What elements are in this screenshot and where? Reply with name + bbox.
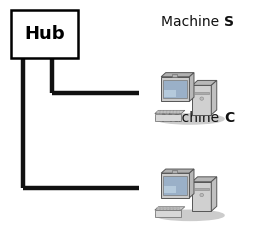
Polygon shape — [177, 209, 180, 210]
Polygon shape — [177, 208, 180, 209]
Polygon shape — [163, 208, 167, 209]
Bar — [163, 176, 187, 195]
Polygon shape — [167, 209, 170, 210]
Bar — [194, 92, 209, 94]
Polygon shape — [160, 207, 163, 208]
Polygon shape — [192, 80, 217, 85]
Polygon shape — [161, 73, 194, 77]
Polygon shape — [167, 208, 170, 209]
Bar — [155, 210, 181, 217]
Polygon shape — [189, 73, 194, 101]
Bar — [164, 186, 176, 194]
Bar — [194, 188, 209, 190]
Polygon shape — [157, 209, 160, 210]
Polygon shape — [157, 208, 160, 209]
Polygon shape — [167, 207, 170, 208]
Text: C: C — [224, 111, 234, 125]
Circle shape — [200, 193, 203, 197]
Polygon shape — [163, 209, 167, 210]
Bar — [155, 114, 181, 121]
Polygon shape — [170, 207, 173, 208]
Polygon shape — [211, 80, 217, 115]
Polygon shape — [160, 111, 163, 112]
Ellipse shape — [156, 114, 224, 124]
Polygon shape — [161, 169, 194, 173]
Bar — [11, 10, 78, 58]
Bar — [173, 74, 177, 77]
Polygon shape — [170, 111, 173, 112]
Bar — [161, 173, 189, 198]
Polygon shape — [173, 207, 177, 208]
Polygon shape — [170, 208, 173, 209]
Polygon shape — [173, 209, 177, 210]
Text: Machine: Machine — [161, 111, 223, 125]
Polygon shape — [170, 209, 173, 210]
Polygon shape — [189, 169, 194, 198]
Polygon shape — [157, 207, 160, 208]
Polygon shape — [160, 209, 163, 210]
Bar — [173, 170, 177, 173]
Circle shape — [200, 97, 203, 100]
Polygon shape — [157, 111, 160, 112]
Bar — [163, 80, 187, 98]
Polygon shape — [177, 207, 180, 208]
Polygon shape — [163, 111, 167, 112]
Text: S: S — [224, 15, 234, 29]
Polygon shape — [155, 207, 185, 210]
Text: Hub: Hub — [24, 25, 65, 43]
Polygon shape — [160, 208, 163, 209]
Bar — [192, 182, 211, 211]
Polygon shape — [211, 177, 217, 211]
Polygon shape — [155, 110, 185, 114]
Bar — [164, 90, 176, 97]
Polygon shape — [177, 111, 180, 112]
Polygon shape — [163, 207, 167, 208]
Polygon shape — [167, 111, 170, 112]
Ellipse shape — [156, 210, 224, 221]
Polygon shape — [173, 208, 177, 209]
Polygon shape — [192, 177, 217, 182]
Bar — [161, 77, 189, 101]
Text: Machine: Machine — [161, 15, 223, 29]
Polygon shape — [173, 111, 177, 112]
Bar — [192, 85, 211, 115]
